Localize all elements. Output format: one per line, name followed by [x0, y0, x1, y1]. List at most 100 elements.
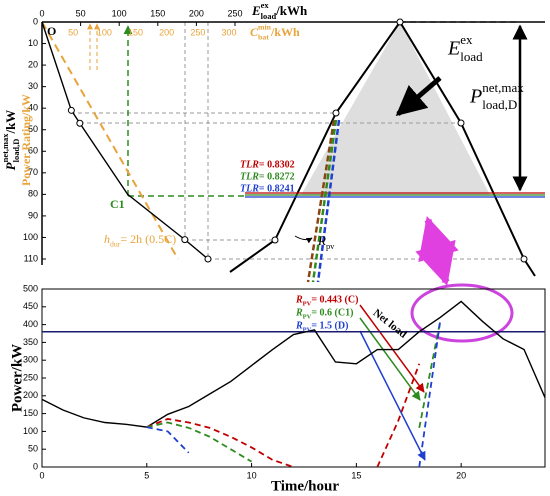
label-part: net,max [0, 133, 10, 163]
series-line [146, 421, 253, 463]
x2-tick-label: 50 [68, 27, 78, 37]
x-tick-label: 100 [112, 8, 127, 18]
x-tick-label: 20 [456, 470, 466, 480]
label-part: /kWh [275, 3, 308, 18]
pink-arrow [415, 215, 459, 287]
label-part: /kWh [270, 25, 300, 39]
series-line [418, 320, 442, 429]
label-part: = 0.8272 [259, 171, 295, 182]
y-tick-label: 250 [23, 372, 38, 382]
y-tick-label: 70 [28, 167, 38, 177]
label-part: Power Rating/kW [19, 94, 33, 186]
label-part: pv [326, 241, 335, 251]
label-part: ex [460, 32, 473, 47]
peak-ellipse [410, 283, 514, 343]
profile-point [457, 119, 465, 127]
pv-dashes [306, 119, 341, 283]
label-part: min [258, 22, 272, 31]
y-tick-label: 50 [28, 124, 38, 134]
hdur-label: h dur = 2h (0.5C) [104, 232, 176, 249]
y-tick-label: 50 [28, 444, 38, 454]
y-tick-label: 0 [33, 461, 38, 471]
rpv-label: R PV = 0.6 (C1) [295, 307, 353, 320]
label-part: bat [258, 33, 269, 42]
series-line [376, 363, 421, 468]
x-tick-label: 10 [247, 470, 257, 480]
profile-point [332, 109, 340, 117]
series-line [41, 300, 546, 428]
tlr-label: TLR = 0.8302 [240, 159, 295, 170]
label-parts: TLR = 0.8241 [240, 183, 295, 194]
label-part: load [261, 11, 277, 21]
origin-label: O [47, 24, 56, 38]
label-part: /kW [3, 110, 18, 135]
y-tick-label: 400 [23, 319, 38, 329]
x-axis-label: Time/hour [271, 478, 339, 494]
rpv-label: R PV = 0.443 (C) [295, 294, 358, 307]
label-part: E [447, 38, 460, 60]
label-part: R [295, 307, 303, 318]
label-parts: R PV = 0.443 (C) [295, 294, 358, 307]
label-parts: C1 [110, 197, 125, 211]
guides [71, 22, 524, 260]
point [76, 119, 84, 127]
label-parts: TLR = 0.8302 [240, 159, 295, 170]
label-part: C1 [110, 197, 125, 211]
y-tick-label: 150 [23, 408, 38, 418]
label-parts: R PV = 1.5 (D) [295, 320, 348, 333]
x-tick-label: 150 [150, 8, 165, 18]
rpv-arrow [294, 235, 313, 244]
y-tick-label: 0 [33, 16, 38, 26]
label-part: E [251, 3, 261, 18]
x2-tick-label: 250 [190, 27, 205, 37]
label-part: = 1.5 (D) [311, 320, 348, 331]
y-tick-label: 450 [23, 301, 38, 311]
arrow [395, 76, 442, 116]
label-parts: TLR = 0.8272 [240, 171, 295, 182]
x-tick-label: 0 [39, 8, 44, 18]
label-parts: Net load [371, 307, 409, 341]
c1-label: C1 [110, 197, 125, 211]
x-tick-label: 5 [144, 470, 149, 480]
x2-tick-label: 200 [159, 27, 174, 37]
label-part: Power/kW [9, 344, 25, 412]
y-tick-label: 60 [28, 146, 38, 156]
point [204, 255, 212, 263]
label-part: P [469, 86, 482, 108]
y-tick-label: 300 [23, 355, 38, 365]
y-tick-label: 350 [23, 337, 38, 347]
rpv-label: R PV = 1.5 (D) [295, 320, 348, 333]
label-part: PV [303, 300, 312, 307]
label-parts: Time/hour [271, 478, 339, 494]
netload-label: Net load [371, 307, 409, 341]
label-part: Time/hour [271, 478, 339, 494]
x-tick-label: 15 [351, 470, 361, 480]
arrow [359, 330, 426, 461]
label-parts: R PV = 0.6 (C1) [295, 307, 353, 320]
label-parts: O [47, 24, 56, 38]
y2-axis-label: Power Rating/kW [19, 94, 33, 186]
profile-point [520, 255, 528, 263]
label-part: dur [110, 240, 121, 249]
y-tick-label: 40 [28, 103, 38, 113]
label-parts: Power/kW [9, 344, 25, 412]
series-line [418, 320, 442, 468]
y-tick-label: 100 [23, 232, 38, 242]
x-tick-label: 200 [189, 8, 204, 18]
x-tick-label: 50 [76, 8, 86, 18]
label-part: PV [303, 326, 312, 333]
label-part: Net load [371, 307, 409, 341]
label-part: = 0.6 (C1) [311, 307, 353, 318]
excess-area [301, 22, 490, 195]
label-part: TLR [240, 171, 259, 182]
